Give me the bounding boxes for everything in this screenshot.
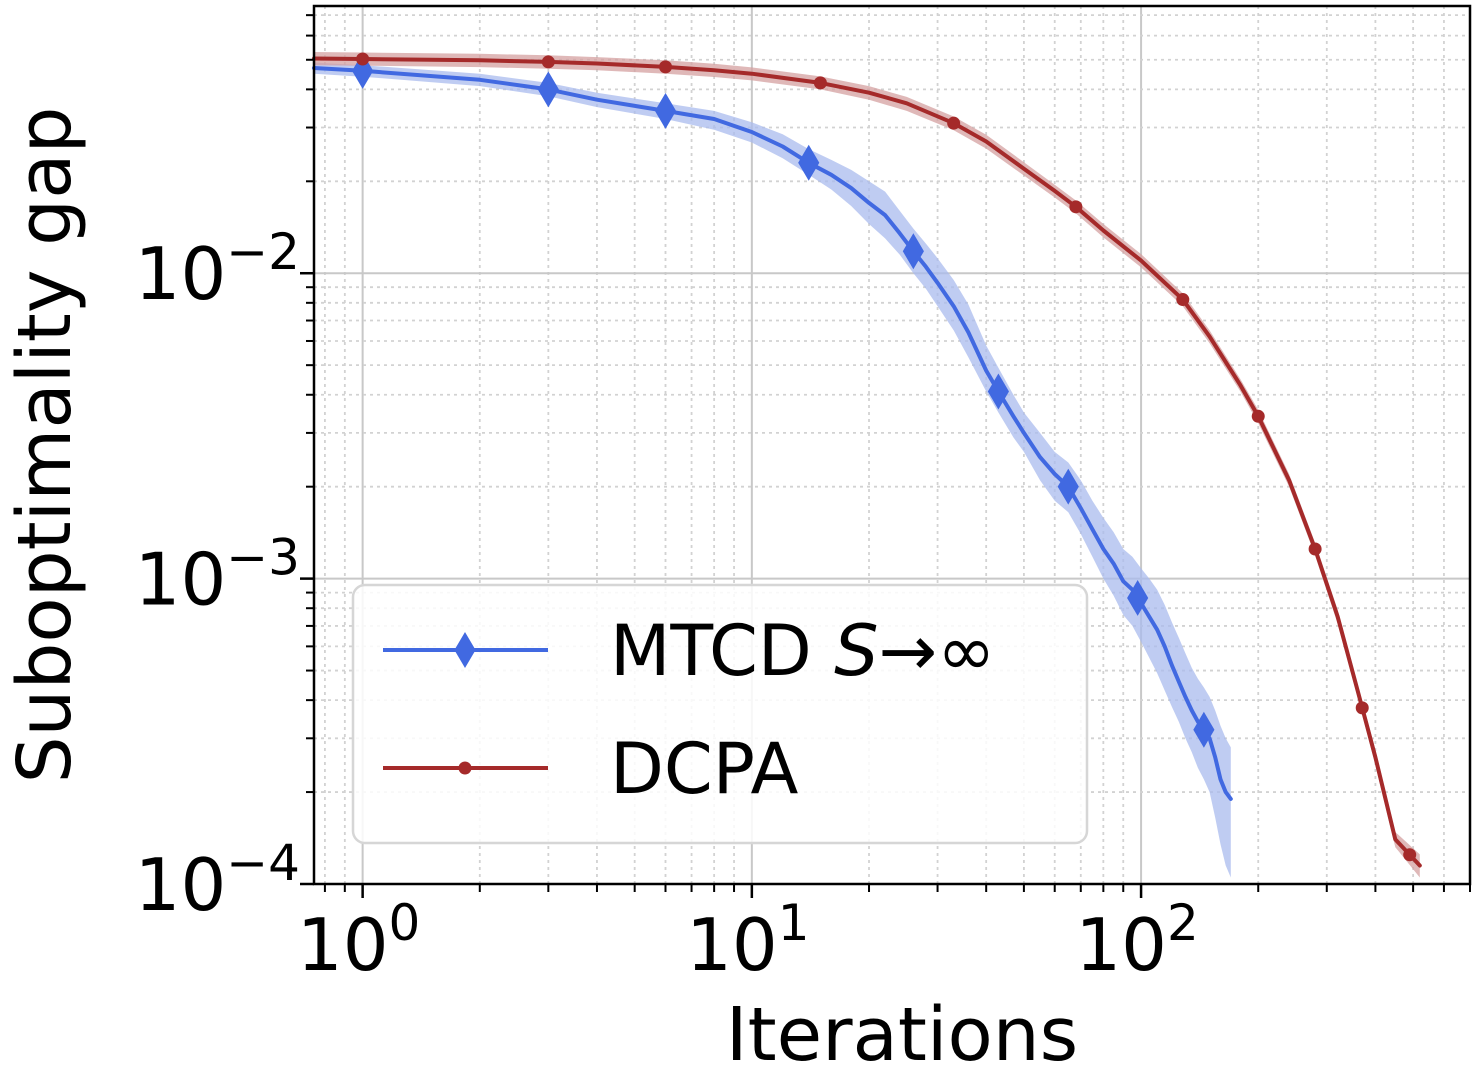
mtcd-data-point: [1127, 579, 1149, 616]
x-axis-label: Iterations: [726, 992, 1078, 1070]
legend-dcpa-label: DCPA: [610, 728, 799, 810]
dcpa-data-point: [1251, 409, 1265, 423]
dcpa-data-point: [947, 116, 961, 130]
mtcd-data-point: [654, 92, 677, 129]
x-tick-label: 102: [1075, 894, 1198, 987]
plot-frame: [312, 4, 1472, 886]
y-tick-label: 10−3: [135, 529, 300, 622]
legend-mtcd-marker: [454, 632, 476, 668]
mtcd-data-point: [987, 373, 1009, 410]
legend-dcpa-marker: [458, 761, 472, 775]
mtcd-data-point: [352, 52, 374, 89]
x-tick-label: 100: [297, 894, 420, 987]
dcpa-data-point: [1403, 848, 1417, 862]
legend-mtcd-label: MTCD S→∞: [610, 610, 996, 692]
y-tick-label: 10−2: [135, 223, 300, 316]
dcpa-data-point: [1308, 542, 1322, 556]
dcpa-data-point: [659, 60, 673, 74]
mtcd-data-point: [902, 233, 924, 270]
mtcd-data-point: [537, 71, 559, 108]
dcpa-data-point: [813, 76, 827, 90]
dcpa-series-line: [312, 56, 1422, 868]
y-axis-label: Suboptimality gap: [2, 107, 88, 784]
series-lines: [312, 56, 1422, 868]
dcpa-data-point: [1355, 701, 1369, 715]
series-markers: [352, 52, 1417, 862]
mtcd-series-line: [312, 66, 1233, 801]
dcpa-data-point: [1176, 293, 1190, 307]
y-tick-label: 10−4: [135, 834, 300, 927]
dcpa-confidence-band: [314, 52, 1420, 878]
dcpa-data-point: [356, 52, 370, 66]
x-tick-label: 101: [686, 894, 809, 987]
mtcd-confidence-band: [314, 62, 1231, 878]
legend: MTCD S→∞ DCPA: [351, 583, 1089, 845]
confidence-bands: [314, 52, 1420, 878]
mtcd-data-point: [1057, 468, 1079, 505]
mtcd-data-point: [1193, 711, 1215, 748]
dcpa-data-point: [1069, 200, 1083, 214]
axis-ticks: 100 101 102 10−4 10−3 10−2: [135, 14, 1471, 987]
mtcd-data-point: [798, 144, 820, 181]
dcpa-data-point: [541, 55, 555, 69]
